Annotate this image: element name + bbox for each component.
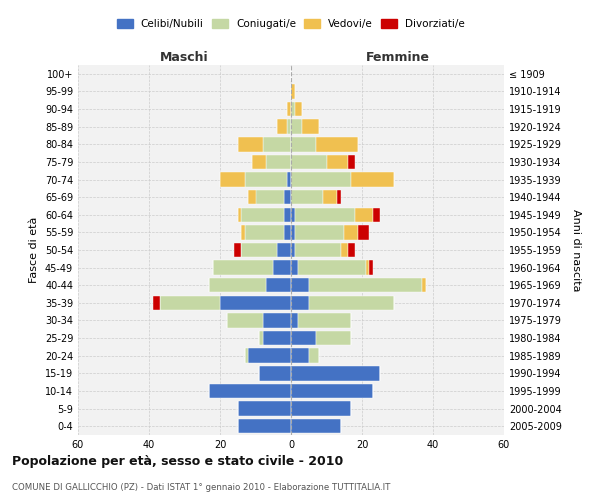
Text: Maschi: Maschi (160, 51, 209, 64)
Bar (220, 172, 245, 186)
Bar (291, 120, 302, 134)
Text: Femmine: Femmine (365, 51, 430, 64)
Bar (220, 296, 291, 310)
Bar (238, 137, 263, 152)
Bar (284, 225, 291, 240)
Bar (291, 331, 316, 345)
Bar (291, 402, 352, 416)
Bar (291, 278, 309, 292)
Bar (245, 348, 248, 363)
Bar (323, 190, 337, 204)
Bar (291, 366, 380, 380)
Bar (266, 154, 291, 169)
Bar (309, 278, 422, 292)
Bar (291, 102, 295, 117)
Bar (291, 172, 352, 186)
Bar (369, 260, 373, 275)
Bar (309, 348, 319, 363)
Bar (245, 225, 284, 240)
Bar (309, 296, 394, 310)
Bar (287, 120, 291, 134)
Bar (422, 278, 426, 292)
Bar (238, 208, 241, 222)
Bar (291, 225, 295, 240)
Bar (326, 154, 348, 169)
Bar (238, 402, 291, 416)
Bar (263, 331, 291, 345)
Bar (298, 260, 365, 275)
Bar (152, 296, 160, 310)
Bar (373, 208, 380, 222)
Legend: Celibi/Nubili, Coniugati/e, Vedovi/e, Divorziati/e: Celibi/Nubili, Coniugati/e, Vedovi/e, Di… (113, 14, 469, 34)
Bar (252, 154, 266, 169)
Bar (337, 190, 341, 204)
Bar (291, 296, 309, 310)
Bar (209, 384, 291, 398)
Bar (287, 172, 291, 186)
Bar (295, 102, 302, 117)
Bar (266, 278, 291, 292)
Y-axis label: Anni di nascita: Anni di nascita (571, 209, 581, 291)
Bar (263, 137, 291, 152)
Bar (291, 243, 295, 257)
Text: Popolazione per età, sesso e stato civile - 2010: Popolazione per età, sesso e stato civil… (12, 454, 343, 468)
Bar (291, 208, 295, 222)
Bar (248, 348, 291, 363)
Bar (160, 296, 220, 310)
Bar (209, 278, 266, 292)
Bar (248, 190, 256, 204)
Bar (291, 260, 298, 275)
Bar (273, 260, 291, 275)
Bar (358, 225, 369, 240)
Bar (277, 243, 291, 257)
Text: COMUNE DI GALLICCHIO (PZ) - Dati ISTAT 1° gennaio 2010 - Elaborazione TUTTITALIA: COMUNE DI GALLICCHIO (PZ) - Dati ISTAT 1… (12, 484, 391, 492)
Bar (245, 172, 287, 186)
Bar (263, 314, 291, 328)
Bar (298, 314, 352, 328)
Bar (277, 120, 287, 134)
Bar (241, 225, 245, 240)
Bar (291, 348, 309, 363)
Bar (291, 314, 298, 328)
Bar (241, 243, 277, 257)
Bar (302, 120, 319, 134)
Bar (295, 208, 355, 222)
Bar (352, 172, 394, 186)
Bar (259, 331, 263, 345)
Bar (316, 331, 352, 345)
Bar (291, 154, 326, 169)
Bar (259, 366, 291, 380)
Bar (348, 243, 355, 257)
Bar (348, 154, 355, 169)
Bar (256, 190, 284, 204)
Bar (291, 384, 373, 398)
Bar (291, 419, 341, 434)
Bar (241, 208, 284, 222)
Bar (341, 243, 348, 257)
Bar (316, 137, 358, 152)
Y-axis label: Fasce di età: Fasce di età (29, 217, 39, 283)
Bar (291, 137, 316, 152)
Bar (291, 84, 295, 98)
Bar (213, 260, 273, 275)
Bar (295, 225, 344, 240)
Bar (284, 190, 291, 204)
Bar (284, 208, 291, 222)
Bar (234, 243, 241, 257)
Bar (365, 260, 369, 275)
Bar (344, 225, 358, 240)
Bar (291, 190, 323, 204)
Bar (238, 419, 291, 434)
Bar (295, 243, 341, 257)
Bar (227, 314, 263, 328)
Bar (287, 102, 291, 117)
Bar (355, 208, 373, 222)
